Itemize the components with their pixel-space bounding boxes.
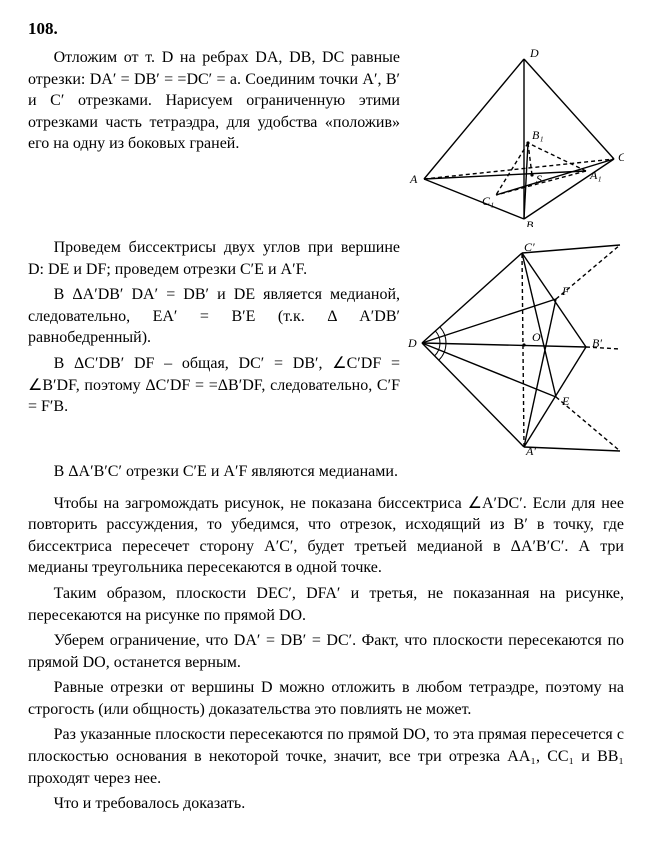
svg-text:D: D (407, 336, 417, 350)
svg-text:B′: B′ (592, 336, 602, 350)
paragraph-11: Что и требовалось доказать. (28, 793, 624, 815)
svg-text:C: C (618, 150, 624, 164)
paragraph-2: Проведем биссектрисы двух уг­лов при вер… (28, 237, 400, 280)
svg-text:A₁: A₁ (589, 168, 602, 182)
svg-text:O: O (532, 330, 541, 344)
problem-number: 108. (28, 18, 624, 41)
top-text: Отложим от т. D на ребрах DA, DB, DC рав… (28, 47, 400, 159)
figure-1-svg: D A B C B₁ A₁ C₁ S (404, 47, 624, 227)
svg-text:E: E (561, 394, 570, 408)
paragraph-4: В ΔC′DB′ DF – общая, DC′ = DB′, ∠C′DF = … (28, 353, 400, 418)
svg-text:B: B (526, 218, 534, 227)
mid-row: Проведем биссектрисы двух уг­лов при вер… (28, 237, 624, 457)
mid-text: Проведем биссектрисы двух уг­лов при вер… (28, 237, 400, 422)
paragraph-5: В ΔA′B′C′ отрезки C′E и A′F являются мед… (28, 461, 624, 483)
figure-2-svg: D A′ B′ C′ E F O (404, 237, 624, 457)
paragraph-9: Равные отрезки от вершины D можно отложи… (28, 677, 624, 720)
paragraph-1: Отложим от т. D на ребрах DA, DB, DC рав… (28, 47, 400, 155)
paragraph-8: Уберем ограничение, что DA′ = DB′ = DC′.… (28, 630, 624, 673)
svg-text:F: F (561, 284, 570, 298)
svg-text:A′: A′ (525, 444, 536, 457)
svg-text:S: S (536, 172, 542, 186)
paragraph-7: Таким образом, плоскости DEC′, DFA′ и тр… (28, 583, 624, 626)
paragraph-10: Раз указанные плоскости пересекаются по … (28, 724, 624, 789)
paragraph-3: В ΔA′DB′ DA′ = DB′ и DE является медиано… (28, 284, 400, 349)
paragraph-6: Чтобы на загромождать рисунок, не показа… (28, 493, 624, 579)
svg-text:C′: C′ (524, 240, 535, 254)
svg-text:C₁: C₁ (482, 194, 494, 208)
svg-text:A: A (409, 172, 418, 186)
svg-text:B₁: B₁ (532, 128, 544, 142)
figure-1-wrap: D A B C B₁ A₁ C₁ S (404, 47, 624, 227)
svg-text:D: D (529, 47, 539, 60)
figure-2-wrap: D A′ B′ C′ E F O (404, 237, 624, 457)
top-row: Отложим от т. D на ребрах DA, DB, DC рав… (28, 47, 624, 227)
